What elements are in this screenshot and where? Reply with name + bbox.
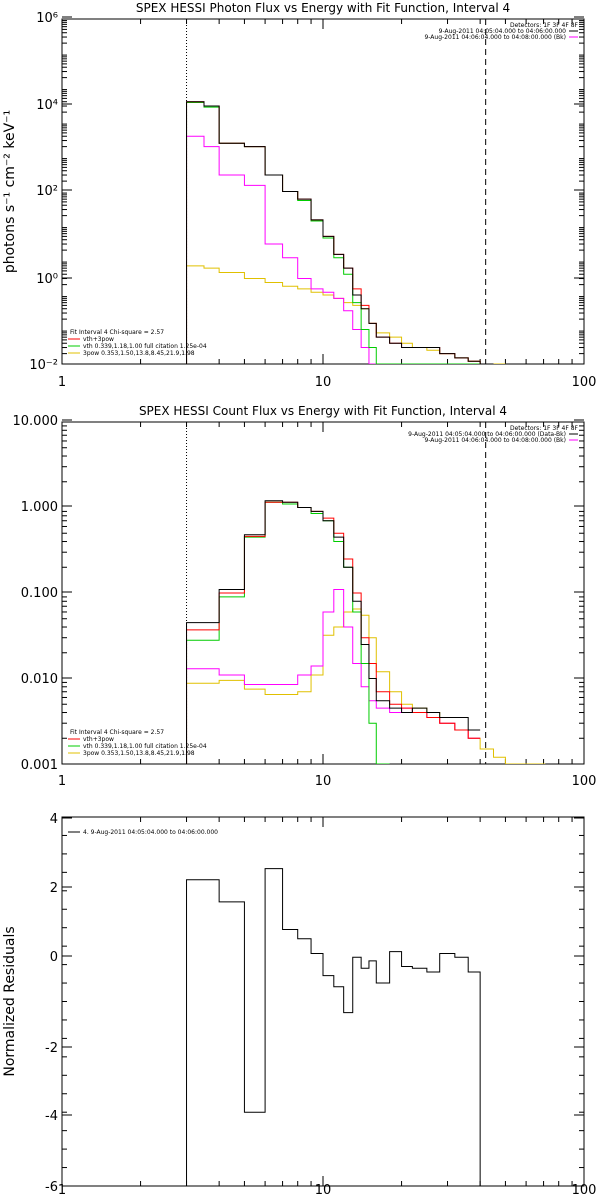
legend-right-header: Detectors: 1F 3F 4F 8F: [510, 425, 579, 432]
chart-panel-3: Normalized Residuals 1 10 100 -6 -4 -2 0 2 4 4. 9-…: [2, 812, 596, 1198]
y-tick-label: 0.001: [21, 758, 58, 773]
y-tick-label: 2: [50, 881, 58, 896]
legend-left-item: vth 0.339,1.18,1.00 full citation 1.25e-…: [83, 343, 207, 350]
y-tick-label: 1.000: [21, 500, 58, 515]
y-tick-label: 4: [50, 812, 58, 827]
legend-left-item: 4. 9-Aug-2011 04:05:04.000 to 04:06:00.0…: [83, 829, 218, 836]
x-tick-label: 1: [58, 1183, 66, 1198]
legend-right-item: 9-Aug-2011 04:06:04.000 to 04:08:00.000 …: [424, 437, 566, 444]
legend-right-item: 9-Aug-2011 04:06:04.000 to 04:08:00.000 …: [424, 34, 566, 41]
legend-left-item: vth 0.339,1.18,1.00 full citation 1.25e-…: [83, 743, 207, 750]
chart-panel-1: SPEX HESSI Photon Flux vs Energy with Fi…: [2, 1, 596, 390]
chart-title: SPEX HESSI Photon Flux vs Energy with Fi…: [136, 1, 510, 15]
y-tick-label: 10²: [36, 184, 58, 199]
chart-panel-2: SPEX HESSI Count Flux vs Energy with Fit…: [13, 404, 597, 789]
series-thermal: [186, 501, 390, 764]
x-tick-label: 100: [572, 1183, 597, 1198]
series-total: [186, 101, 494, 364]
y-tick-label: 0: [50, 950, 58, 965]
y-tick-label: 10⁰: [36, 272, 58, 287]
legend-left-item: 3pow 0.353,1.50,13.8,8.45,21.9,1.98: [83, 350, 195, 357]
series-thermal: [186, 101, 494, 364]
legend-left-item: vth+3pow: [83, 336, 114, 343]
y-tick-label: 10.000: [13, 414, 59, 429]
chart-title: SPEX HESSI Count Flux vs Energy with Fit…: [139, 404, 507, 418]
y-tick-label: 10⁻²: [29, 358, 58, 373]
x-tick-label: 10: [315, 375, 332, 390]
legend-right-item: 9-Aug-2011 04:05:04.000 to 04:06:00.000 …: [408, 431, 566, 438]
series-data: [186, 868, 481, 1186]
plot-frame: [61, 421, 585, 765]
legend-right-header: Detectors: 1F 3F 4F 8F: [510, 22, 579, 29]
series-group: [186, 500, 546, 764]
x-tick-label: 10: [315, 1183, 332, 1198]
y-tick-label: -6: [45, 1180, 58, 1195]
y-tick-label: 0.100: [21, 586, 58, 601]
y-tick-label: 10⁴: [36, 98, 58, 113]
x-tick-label: 100: [572, 774, 597, 789]
legend-left-item: vth+3pow: [83, 736, 114, 743]
legend-left-header: Fit Interval 4 Chi-square = 2.57: [70, 729, 164, 736]
x-tick-label: 100: [572, 375, 597, 390]
legend-right-item: 9-Aug-2011 04:05:04.000 to 04:06:00.000: [439, 28, 567, 35]
y-axis-label: photons s⁻¹ cm⁻² keV⁻¹: [2, 110, 18, 273]
legend-left-item: 3pow 0.353,1.50,13.8,8.45,21.9,1.98: [83, 750, 195, 757]
y-axis-label: Normalized Residuals: [2, 926, 18, 1076]
y-tick-label: 10⁶: [36, 11, 58, 26]
x-tick-label: 10: [315, 774, 332, 789]
series-nonthermal: [186, 588, 481, 764]
series-data: [186, 101, 494, 364]
y-tick-label: -4: [45, 1109, 58, 1124]
y-tick-label: 0.010: [21, 672, 58, 687]
y-tick-label: -2: [45, 1041, 58, 1056]
series-data: [186, 500, 481, 764]
x-tick-label: 1: [58, 375, 66, 390]
series-group: [186, 101, 506, 364]
series-powerlaw: [186, 265, 506, 364]
plot-frame: [61, 18, 585, 365]
x-tick-label: 1: [58, 774, 66, 789]
series-nonthermal: [186, 135, 494, 364]
legend-left-header: Fit Interval 4 Chi-square = 2.57: [70, 329, 164, 336]
plot-frame: [61, 816, 585, 1187]
series-group: [186, 868, 481, 1186]
